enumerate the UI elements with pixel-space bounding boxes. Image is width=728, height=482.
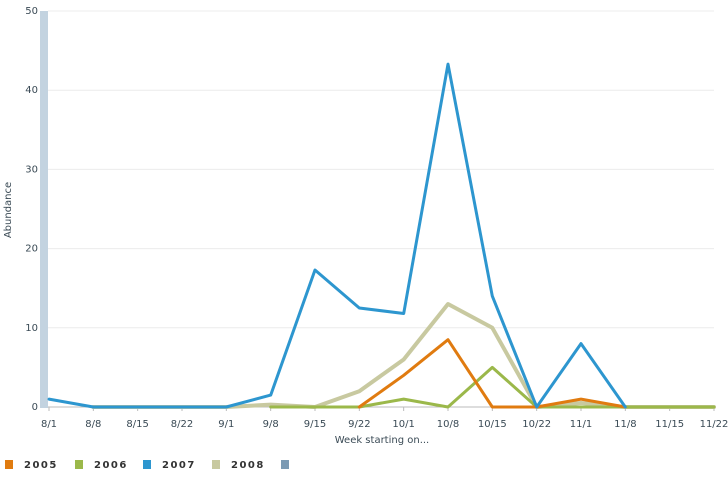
x-tick-label: 11/22 — [700, 419, 728, 430]
series-line — [47, 62, 627, 409]
legend-text: 2005 — [24, 460, 58, 471]
x-axis-label: Week starting on... — [335, 435, 430, 446]
legend-text: 2007 — [162, 460, 196, 471]
y-tick-label: 0 — [32, 402, 38, 413]
legend-swatch — [281, 460, 289, 469]
legend-text: 2008 — [231, 460, 265, 471]
series-line — [91, 302, 716, 409]
legend-swatch — [143, 460, 151, 469]
x-tick-label: 9/1 — [218, 419, 234, 430]
x-tick-label: 10/8 — [437, 419, 459, 430]
x-tick-label: 8/1 — [41, 419, 57, 430]
x-tick-label: 10/22 — [522, 419, 551, 430]
legend-swatch — [75, 460, 83, 469]
legend-text: 2006 — [94, 460, 128, 471]
x-tick-label: 11/15 — [655, 419, 684, 430]
x-tick-label: 8/8 — [85, 419, 101, 430]
axis-bar — [40, 11, 48, 408]
y-axis-label: Abundance — [3, 182, 14, 238]
y-tick-label: 50 — [25, 6, 38, 17]
legend-swatch — [5, 460, 13, 469]
x-tick-label: 9/8 — [263, 419, 279, 430]
x-tick-label: 8/15 — [126, 419, 148, 430]
y-tick-label: 20 — [25, 244, 38, 255]
y-tick-label: 30 — [25, 164, 38, 175]
x-tick-label: 11/8 — [614, 419, 636, 430]
y-tick-label: 10 — [25, 323, 38, 334]
legend-swatch — [212, 460, 220, 469]
x-tick-label: 11/1 — [570, 419, 592, 430]
x-tick-label: 10/15 — [478, 419, 507, 430]
x-tick-label: 9/22 — [348, 419, 370, 430]
x-tick-label: 9/15 — [304, 419, 326, 430]
series-line — [357, 338, 627, 409]
series-line — [269, 365, 716, 409]
y-tick-label: 40 — [25, 85, 38, 96]
x-tick-label: 8/22 — [171, 419, 193, 430]
x-tick-label: 10/1 — [392, 419, 414, 430]
